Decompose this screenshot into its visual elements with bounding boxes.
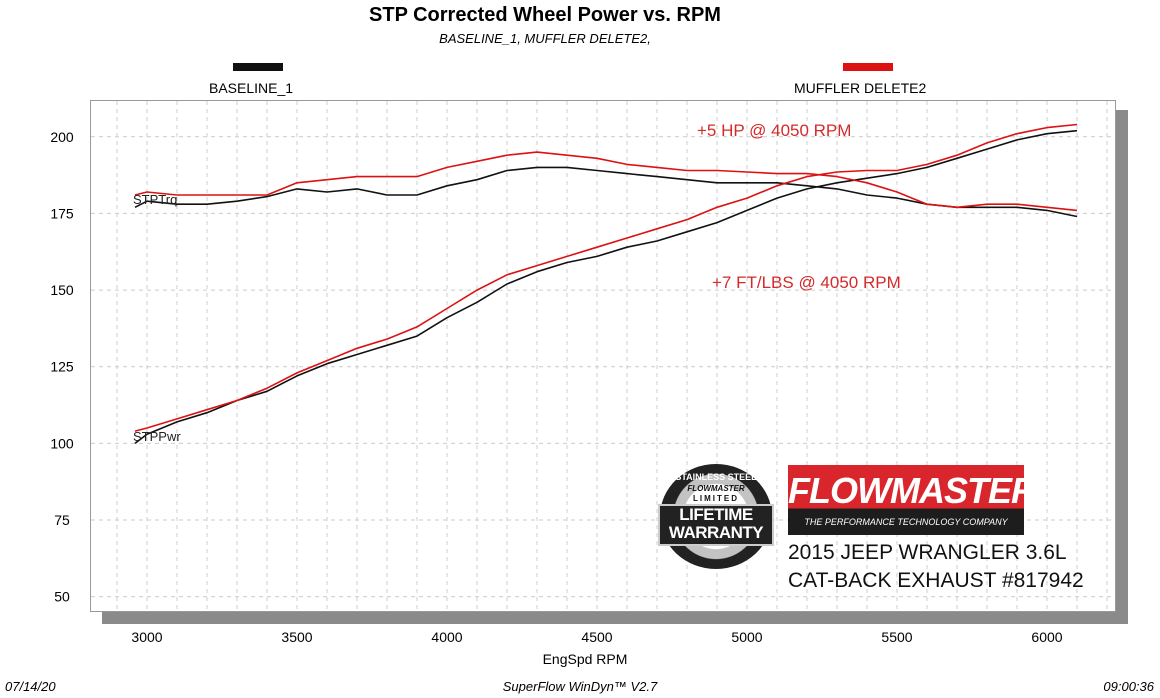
y-tick-label: 175 bbox=[50, 205, 74, 221]
legend-label-muffler-delete: MUFFLER DELETE2 bbox=[794, 80, 927, 96]
y-tick-label: 50 bbox=[54, 589, 70, 605]
x-tick-label: 4500 bbox=[581, 629, 612, 645]
product-text: CAT-BACK EXHAUST #817942 bbox=[788, 569, 1084, 592]
series-line-stppwr-1 bbox=[134, 129, 1078, 445]
y-tick-label: 125 bbox=[50, 359, 74, 375]
curve-label-torque: STPTrq bbox=[133, 192, 178, 207]
warranty-top-text: STAINLESS STEEL bbox=[675, 472, 757, 482]
legend-label-baseline: BASELINE_1 bbox=[209, 80, 294, 96]
vehicle-text: 2015 JEEP WRANGLER 3.6L bbox=[788, 541, 1067, 564]
x-tick-label: 3000 bbox=[131, 629, 162, 645]
logo-name: FLOWMASTER bbox=[788, 470, 1037, 511]
series-line-stptrq-0 bbox=[134, 166, 1078, 218]
series-line-stppwr-3 bbox=[134, 123, 1078, 432]
y-tick-label: 100 bbox=[50, 435, 74, 451]
x-tick-label: 5500 bbox=[881, 629, 912, 645]
warranty-line2: WARRANTY bbox=[668, 523, 764, 542]
logo-tagline: THE PERFORMANCE TECHNOLOGY COMPANY bbox=[804, 517, 1008, 527]
x-axis-label: EngSpd RPM bbox=[542, 651, 628, 667]
x-tick-label: 4000 bbox=[431, 629, 462, 645]
x-tick-label: 5000 bbox=[731, 629, 762, 645]
annotation-hp-gain: +5 HP @ 4050 RPM bbox=[697, 121, 852, 140]
y-tick-label: 75 bbox=[54, 512, 70, 528]
warranty-limited: LIMITED bbox=[693, 494, 739, 503]
x-tick-label: 6000 bbox=[1031, 629, 1062, 645]
legend-swatch-baseline bbox=[233, 63, 283, 71]
chart-subtitle: BASELINE_1, MUFFLER DELETE2, bbox=[439, 31, 651, 46]
flowmaster-logo: FLOWMASTER THE PERFORMANCE TECHNOLOGY CO… bbox=[788, 465, 1037, 535]
warranty-brand: FLOWMASTER bbox=[687, 484, 745, 493]
curve-label-power: STPPwr bbox=[133, 429, 181, 444]
series-line-stptrq-2 bbox=[134, 151, 1078, 212]
legend-swatch-muffler-delete bbox=[843, 63, 893, 71]
footer-date: 07/14/20 bbox=[5, 679, 56, 694]
x-tick-label: 3500 bbox=[281, 629, 312, 645]
warranty-line1: LIFETIME bbox=[679, 505, 753, 524]
annotation-torque-gain: +7 FT/LBS @ 4050 RPM bbox=[712, 273, 901, 292]
footer-time: 09:00:36 bbox=[1103, 679, 1154, 694]
chart-title: STP Corrected Wheel Power vs. RPM bbox=[369, 4, 721, 26]
y-tick-label: 200 bbox=[50, 129, 74, 145]
y-tick-label: 150 bbox=[50, 282, 74, 298]
lifetime-warranty-badge: STAINLESS STEEL FLOWMASTER LIMITED LIFET… bbox=[658, 464, 774, 569]
footer-software: SuperFlow WinDyn™ V2.7 bbox=[502, 679, 658, 694]
